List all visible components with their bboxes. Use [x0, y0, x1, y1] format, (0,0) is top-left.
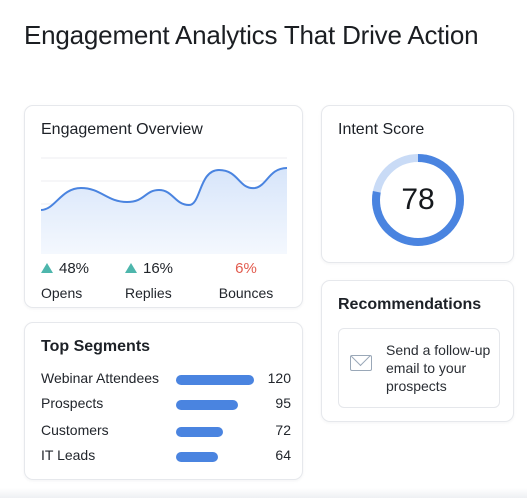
- bounces-value: 6%: [235, 259, 257, 277]
- segment-name: Webinar Attendees: [41, 370, 160, 386]
- bounces-label: Bounces: [218, 285, 274, 301]
- trend-line: [41, 167, 287, 211]
- trend-up-icon: [125, 263, 137, 273]
- segment-name: Customers: [41, 422, 109, 438]
- segment-value: 120: [267, 370, 291, 386]
- segment-bar: [176, 375, 254, 385]
- stat-replies: 16% Replies: [125, 258, 173, 301]
- trend-area: [41, 168, 287, 254]
- intent-score-value: 78: [401, 183, 435, 216]
- segment-value: 95: [275, 395, 291, 411]
- segment-name: IT Leads: [41, 447, 96, 463]
- trend-up-icon: [41, 263, 53, 273]
- opens-label: Opens: [41, 285, 83, 301]
- recommendation-item[interactable]: Send a follow-up email to your prospects: [338, 328, 500, 408]
- intent-score-gauge: [372, 154, 464, 246]
- segment-name: Prospects: [41, 395, 104, 411]
- segment-row: Webinar Attendees 120: [41, 368, 291, 388]
- stat-bounces: 6% Bounces: [215, 258, 277, 302]
- segment-value: 72: [275, 422, 291, 438]
- engagement-overview-title: Engagement Overview: [41, 121, 203, 138]
- segment-value: 64: [275, 447, 291, 463]
- opens-value: 48%: [59, 259, 90, 277]
- page-bottom-shade: [0, 488, 527, 498]
- segment-bar: [176, 400, 238, 410]
- recommendations-title: Recommendations: [338, 296, 482, 313]
- recommendation-text: Send a follow-up email to your prospects: [386, 342, 491, 394]
- segment-bar: [176, 452, 218, 462]
- engagement-trend-chart: [41, 157, 287, 254]
- segment-row: Prospects 95: [41, 393, 291, 413]
- segment-bar: [176, 427, 223, 437]
- recommendations-card: Recommendations Send a follow-up email t…: [321, 280, 514, 422]
- segment-row: Customers 72: [41, 420, 291, 440]
- top-segments-card: Top Segments Webinar Attendees 120 Prosp…: [24, 322, 303, 480]
- intent-score-title: Intent Score: [338, 121, 425, 138]
- page-title: Engagement Analytics That Drive Action: [24, 20, 479, 50]
- mail-icon: [350, 355, 372, 371]
- top-segments-title: Top Segments: [41, 338, 151, 355]
- replies-value: 16%: [143, 259, 174, 277]
- gauge-progress-arc: [372, 154, 464, 246]
- segment-row: IT Leads 64: [41, 445, 291, 465]
- replies-label: Replies: [125, 285, 172, 301]
- engagement-overview-card: Engagement Overview 48% Opens 16%: [24, 105, 303, 308]
- intent-score-card: Intent Score 78: [321, 105, 514, 263]
- stat-opens: 48% Opens: [41, 258, 89, 301]
